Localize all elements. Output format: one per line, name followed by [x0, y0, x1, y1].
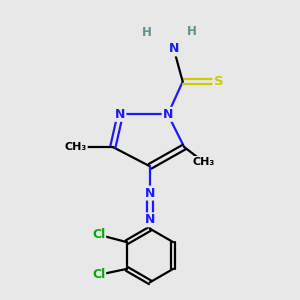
Text: N: N	[163, 108, 173, 121]
Text: S: S	[214, 75, 223, 88]
Text: H: H	[187, 25, 196, 38]
Text: N: N	[115, 108, 125, 121]
Text: CH₃: CH₃	[192, 157, 214, 167]
Text: N: N	[145, 187, 155, 200]
Text: Cl: Cl	[92, 268, 105, 281]
Text: H: H	[142, 26, 152, 39]
Text: N: N	[145, 213, 155, 226]
Text: Cl: Cl	[92, 228, 105, 241]
Text: CH₃: CH₃	[64, 142, 87, 152]
Text: N: N	[169, 42, 179, 56]
